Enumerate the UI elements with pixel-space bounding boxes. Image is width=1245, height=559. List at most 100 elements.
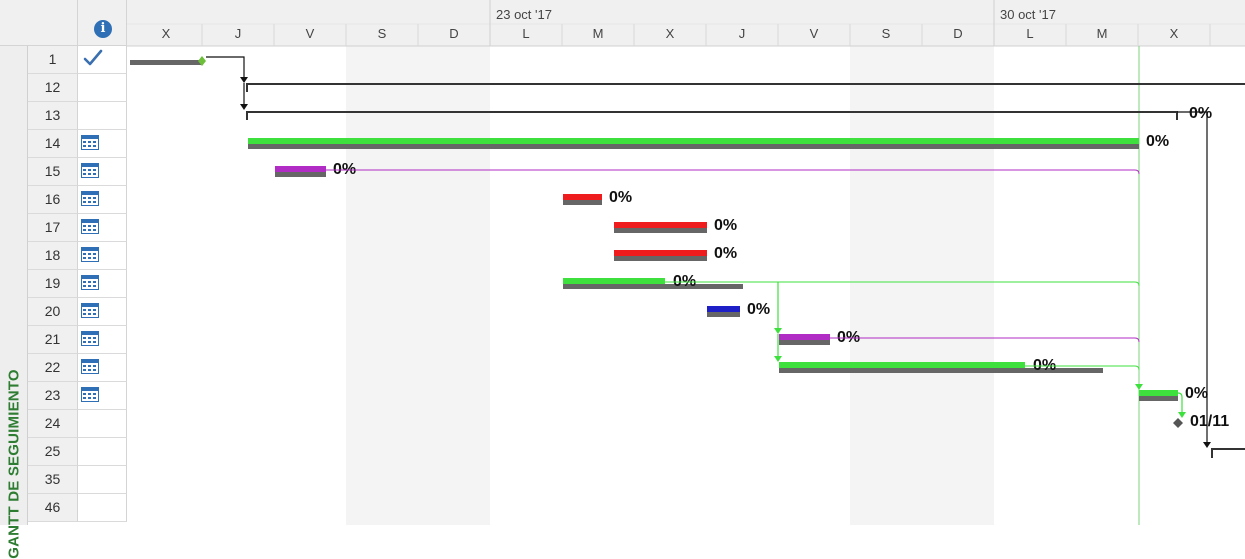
indicators-column-header[interactable]: i bbox=[78, 0, 127, 46]
baseline-bar bbox=[563, 284, 743, 289]
indicator-cell bbox=[78, 298, 127, 326]
baseline-bar bbox=[130, 60, 202, 65]
task-row[interactable]: 35 bbox=[28, 466, 127, 494]
baseline-bar bbox=[779, 368, 1103, 373]
indicator-cell bbox=[78, 102, 127, 130]
link-arrow bbox=[774, 356, 782, 362]
day-label: S bbox=[378, 26, 387, 41]
link-arrow bbox=[1178, 412, 1186, 418]
calendar-icon bbox=[81, 387, 99, 402]
task-row[interactable]: 16 bbox=[28, 186, 127, 214]
baseline-bar bbox=[779, 340, 830, 345]
link-arrow bbox=[1203, 442, 1211, 448]
day-label: S bbox=[882, 26, 891, 41]
indicator-cell bbox=[78, 214, 127, 242]
baseline-bar bbox=[707, 312, 740, 317]
calendar-icon bbox=[81, 191, 99, 206]
task-row[interactable]: 12 bbox=[28, 74, 127, 102]
day-label: V bbox=[810, 26, 819, 41]
task-bar[interactable] bbox=[614, 250, 707, 256]
calendar-icon bbox=[81, 275, 99, 290]
day-label: M bbox=[593, 26, 604, 41]
task-row[interactable]: 17 bbox=[28, 214, 127, 242]
summary-bar bbox=[246, 83, 1245, 92]
indicator-cell bbox=[78, 186, 127, 214]
indicator-cell bbox=[78, 354, 127, 382]
calendar-icon bbox=[81, 247, 99, 262]
task-row[interactable]: 46 bbox=[28, 494, 127, 522]
row-id[interactable]: 24 bbox=[28, 410, 78, 438]
summary-bar bbox=[246, 111, 1178, 120]
baseline-bar bbox=[614, 228, 707, 233]
day-label: V bbox=[306, 26, 315, 41]
indicator-cell bbox=[78, 130, 127, 158]
row-id[interactable]: 21 bbox=[28, 326, 78, 354]
task-row[interactable]: 19 bbox=[28, 270, 127, 298]
day-label: L bbox=[1026, 26, 1033, 41]
dependency-link bbox=[206, 56, 245, 77]
row-id[interactable]: 20 bbox=[28, 298, 78, 326]
task-row[interactable]: 25 bbox=[28, 438, 127, 466]
row-id[interactable]: 1 bbox=[28, 46, 78, 74]
gantt-chart[interactable]: 23 oct '17 30 oct '17 X J V S D L M X J V S D L M X 0%… bbox=[127, 0, 1245, 525]
row-id[interactable]: 13 bbox=[28, 102, 78, 130]
select-all-corner[interactable] bbox=[0, 0, 78, 46]
summary-bar bbox=[1211, 448, 1245, 458]
task-bar[interactable] bbox=[779, 362, 1025, 368]
timescale-header[interactable] bbox=[127, 0, 1245, 46]
indicator-cell bbox=[78, 466, 127, 494]
indicator-cell bbox=[78, 494, 127, 522]
row-id[interactable]: 15 bbox=[28, 158, 78, 186]
indicator-cell bbox=[78, 46, 127, 74]
week-label: 30 oct '17 bbox=[1000, 7, 1056, 22]
task-row[interactable]: 14 bbox=[28, 130, 127, 158]
row-id[interactable]: 23 bbox=[28, 382, 78, 410]
task-bar[interactable] bbox=[248, 138, 1139, 144]
row-id[interactable]: 16 bbox=[28, 186, 78, 214]
indicator-cell bbox=[78, 410, 127, 438]
task-bar[interactable] bbox=[275, 166, 326, 172]
row-id[interactable]: 35 bbox=[28, 466, 78, 494]
day-label: J bbox=[235, 26, 242, 41]
slack-line bbox=[326, 169, 1140, 175]
task-bar[interactable] bbox=[614, 222, 707, 228]
calendar-icon bbox=[81, 135, 99, 150]
row-id[interactable]: 46 bbox=[28, 494, 78, 522]
task-bar[interactable] bbox=[707, 306, 740, 312]
task-row[interactable]: 24 bbox=[28, 410, 127, 438]
task-row[interactable]: 22 bbox=[28, 354, 127, 382]
task-bar[interactable] bbox=[1139, 390, 1178, 396]
task-bar[interactable] bbox=[779, 334, 830, 340]
row-id[interactable]: 14 bbox=[28, 130, 78, 158]
row-id[interactable]: 12 bbox=[28, 74, 78, 102]
indicator-cell bbox=[78, 158, 127, 186]
task-row[interactable]: 20 bbox=[28, 298, 127, 326]
row-id[interactable]: 22 bbox=[28, 354, 78, 382]
calendar-icon bbox=[81, 331, 99, 346]
day-label: X bbox=[1170, 26, 1179, 41]
task-bar[interactable] bbox=[563, 194, 602, 200]
day-label: L bbox=[522, 26, 529, 41]
task-row[interactable]: 23 bbox=[28, 382, 127, 410]
row-id[interactable]: 18 bbox=[28, 242, 78, 270]
week-label: 23 oct '17 bbox=[496, 7, 552, 22]
indicator-cell bbox=[78, 242, 127, 270]
view-bar[interactable]: GANTT DE SEGUIMIENTO bbox=[0, 46, 28, 559]
task-row[interactable]: 15 bbox=[28, 158, 127, 186]
task-row[interactable]: 18 bbox=[28, 242, 127, 270]
calendar-icon bbox=[81, 219, 99, 234]
task-row[interactable]: 21 bbox=[28, 326, 127, 354]
day-label: D bbox=[449, 26, 458, 41]
baseline-bar bbox=[1139, 396, 1178, 401]
task-row[interactable]: 1 bbox=[28, 46, 127, 74]
baseline-bar bbox=[248, 144, 1139, 149]
row-id[interactable]: 17 bbox=[28, 214, 78, 242]
task-percent-label: 0% bbox=[609, 189, 632, 206]
row-id[interactable]: 19 bbox=[28, 270, 78, 298]
row-id[interactable]: 25 bbox=[28, 438, 78, 466]
task-row[interactable]: 13 bbox=[28, 102, 127, 130]
slack-line bbox=[1025, 365, 1140, 371]
task-bar[interactable] bbox=[563, 278, 665, 284]
milestone-diamond[interactable] bbox=[1173, 418, 1183, 428]
slack-line bbox=[665, 281, 1140, 287]
